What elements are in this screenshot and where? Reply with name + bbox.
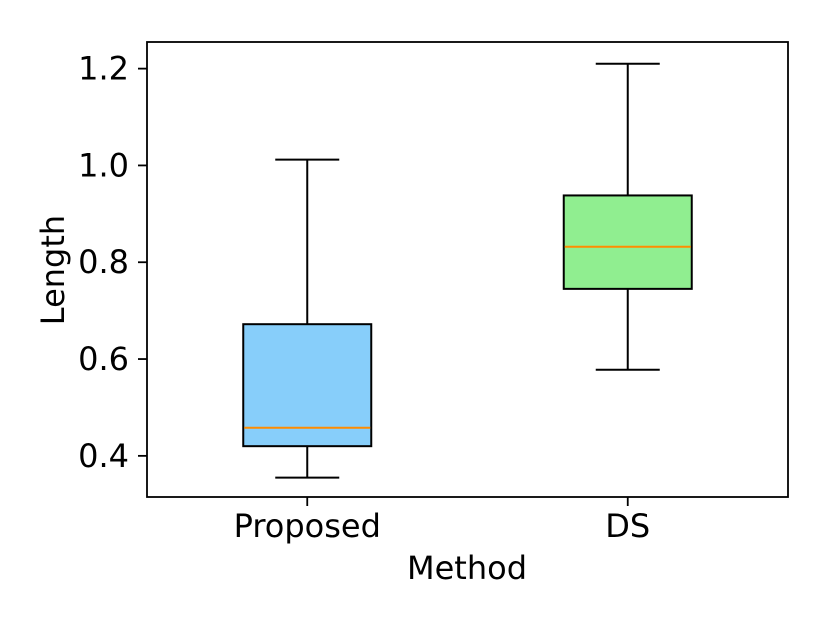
y-tick-label: 0.8 bbox=[78, 243, 129, 281]
y-axis: 0.4 0.6 0.8 1.0 1.2 bbox=[78, 50, 147, 475]
y-tick-label: 1.2 bbox=[78, 50, 129, 88]
x-axis-label: Method bbox=[407, 549, 527, 587]
x-tick-label: DS bbox=[605, 507, 650, 545]
iqr-box bbox=[242, 323, 373, 448]
y-tick-label: 0.6 bbox=[78, 340, 129, 378]
y-tick-label: 1.0 bbox=[78, 146, 129, 184]
iqr-box bbox=[562, 194, 693, 290]
y-axis-label: Length bbox=[34, 215, 72, 325]
x-axis: Proposed DS bbox=[234, 497, 650, 545]
box-proposed bbox=[242, 158, 373, 479]
x-tick-label: Proposed bbox=[234, 507, 381, 545]
y-tick-label: 0.4 bbox=[78, 437, 129, 475]
boxes bbox=[242, 62, 693, 479]
box-ds bbox=[562, 62, 693, 371]
plot-frame bbox=[146, 41, 789, 498]
